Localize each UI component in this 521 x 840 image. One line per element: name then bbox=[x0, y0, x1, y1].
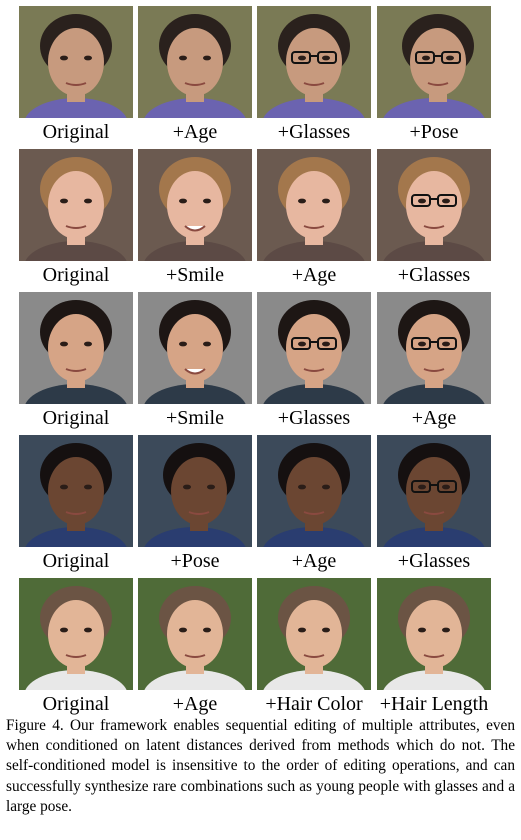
figure-row: Original +Age +Glasses +Pose bbox=[19, 6, 493, 149]
edit-label: +Age bbox=[172, 693, 218, 715]
figure-cell: +Age bbox=[377, 292, 491, 429]
face-image bbox=[257, 6, 371, 118]
face-image bbox=[19, 149, 133, 261]
figure-cell: +Glasses bbox=[257, 292, 371, 429]
edit-label: +Age bbox=[172, 121, 218, 143]
figure-cell: +Smile bbox=[138, 292, 252, 429]
edit-label: +Age bbox=[411, 407, 457, 429]
edit-label: +Glasses bbox=[277, 407, 351, 429]
figure-cell: +Age bbox=[257, 435, 371, 572]
face-image bbox=[138, 435, 252, 547]
figure-cell: Original bbox=[19, 578, 133, 715]
face-image bbox=[19, 292, 133, 404]
figure-cell: Original bbox=[19, 6, 133, 143]
figure-caption: Figure 4. Our framework enables sequenti… bbox=[6, 717, 515, 815]
face-image bbox=[138, 6, 252, 118]
face-image bbox=[257, 578, 371, 690]
face-image bbox=[377, 6, 491, 118]
face-image bbox=[257, 149, 371, 261]
edit-label: +Glasses bbox=[397, 550, 471, 572]
face-image bbox=[19, 578, 133, 690]
face-image bbox=[19, 435, 133, 547]
edit-label: +Pose bbox=[170, 550, 220, 572]
figure-cell: +Hair Color bbox=[257, 578, 371, 715]
edit-label: +Glasses bbox=[397, 264, 471, 286]
figure-cell: +Hair Length bbox=[377, 578, 491, 715]
face-image bbox=[19, 6, 133, 118]
figure-cell: +Age bbox=[257, 149, 371, 286]
figure-cell: +Glasses bbox=[257, 6, 371, 143]
edit-label: +Smile bbox=[166, 407, 224, 429]
figure-cell: +Age bbox=[138, 6, 252, 143]
edit-label: +Hair Length bbox=[379, 693, 489, 715]
figure-cell: Original bbox=[19, 292, 133, 429]
edit-label: Original bbox=[42, 693, 110, 715]
edit-label: +Age bbox=[291, 550, 337, 572]
face-image bbox=[257, 292, 371, 404]
edit-label: +Smile bbox=[166, 264, 224, 286]
figure-cell: +Age bbox=[138, 578, 252, 715]
face-image bbox=[377, 149, 491, 261]
edit-label: Original bbox=[42, 264, 110, 286]
face-image bbox=[377, 292, 491, 404]
face-image bbox=[138, 292, 252, 404]
figure-row: Original +Smile +Age +Glasses bbox=[19, 149, 493, 292]
edit-label: Original bbox=[42, 407, 110, 429]
edit-label: +Age bbox=[291, 264, 337, 286]
edit-label: +Glasses bbox=[277, 121, 351, 143]
figure-cell: +Pose bbox=[138, 435, 252, 572]
face-image bbox=[138, 578, 252, 690]
figure-row: Original +Pose +Age +Glasses bbox=[19, 435, 493, 578]
figure-cell: +Glasses bbox=[377, 149, 491, 286]
face-image bbox=[377, 578, 491, 690]
figure-grid: Original +Age +Glasses +Pose Original +Smile +… bbox=[19, 6, 493, 721]
edit-label: Original bbox=[42, 121, 110, 143]
figure-cell: +Pose bbox=[377, 6, 491, 143]
figure-cell: +Smile bbox=[138, 149, 252, 286]
edit-label: Original bbox=[42, 550, 110, 572]
face-image bbox=[377, 435, 491, 547]
figure-row: Original +Age +Hair Color +Hair Length bbox=[19, 578, 493, 721]
figure-cell: Original bbox=[19, 435, 133, 572]
figure-cell: +Glasses bbox=[377, 435, 491, 572]
edit-label: +Pose bbox=[409, 121, 459, 143]
edit-label: +Hair Color bbox=[265, 693, 363, 715]
face-image bbox=[257, 435, 371, 547]
face-image bbox=[138, 149, 252, 261]
figure-cell: Original bbox=[19, 149, 133, 286]
figure-row: Original +Smile +Glasses +Age bbox=[19, 292, 493, 435]
